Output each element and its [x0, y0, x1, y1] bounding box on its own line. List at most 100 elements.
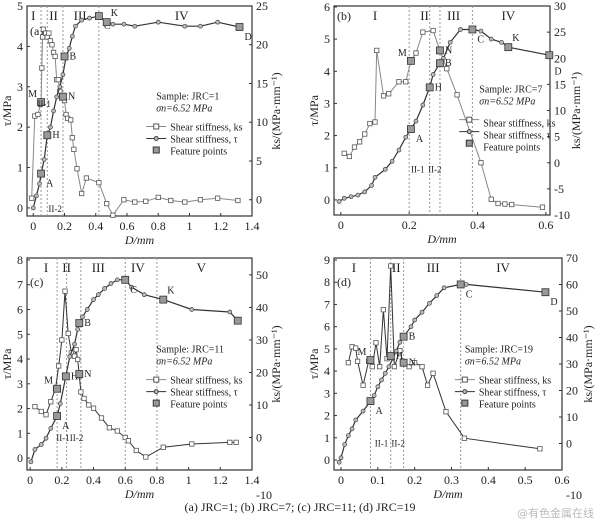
ks-point — [114, 428, 120, 434]
feature-point-label: N — [68, 92, 75, 103]
y-tick-label: 3 — [17, 377, 23, 391]
tau-point — [87, 15, 92, 21]
ks-point — [155, 194, 161, 201]
tau-point — [349, 426, 355, 432]
feature-point-label: D — [554, 66, 561, 77]
tau-point — [41, 157, 47, 162]
legend-label: Feature points — [479, 400, 536, 411]
stage-label: I — [352, 260, 356, 275]
feature-point — [75, 370, 84, 378]
stage-label: II — [49, 8, 58, 23]
ks-point — [46, 30, 52, 36]
ks-point — [132, 199, 138, 205]
tau-point — [155, 19, 161, 25]
tau-point — [360, 408, 366, 414]
ks-point — [38, 408, 44, 415]
y2-axis-label: ks/(MPa·mm⁻¹) — [581, 325, 595, 402]
tau-point — [382, 370, 388, 376]
tau-point — [30, 205, 36, 211]
tau-point — [458, 27, 463, 32]
ks-point — [78, 389, 84, 395]
y-tick-label: 7 — [324, 297, 330, 311]
watermark: @有色金属在线 — [517, 507, 594, 520]
ks-point — [391, 364, 398, 370]
ks-point — [413, 50, 419, 56]
ks-point — [62, 288, 68, 294]
y2-tick-label: 40 — [566, 331, 578, 345]
panel-b: 0 0.2 0.4 0.6 0 1 2 3 4 5 6 -10 -5 0 5 10 15 20 25 30 D/mm τ/… — [307, 0, 583, 246]
tau-point — [403, 134, 409, 140]
ks-point — [43, 412, 49, 418]
feature-point-label: D — [245, 32, 252, 43]
y-tick-label: 1 — [17, 426, 23, 440]
feature-point-label: H — [71, 371, 78, 382]
y-tick-label: 8 — [324, 275, 330, 289]
y2-tick-label: 50 — [566, 304, 578, 318]
feature-point — [406, 56, 415, 65]
legend-label: Shear stiffness, ks — [479, 376, 551, 387]
feature-point — [386, 352, 395, 360]
tau-point — [348, 194, 354, 200]
tau-point — [397, 339, 403, 345]
y2-tick-label: -10 — [256, 488, 272, 500]
legend-feature-marker — [152, 146, 160, 154]
y-tick-label: 4 — [17, 352, 23, 366]
y2-tick-label: 20 — [256, 38, 268, 52]
ks-point — [29, 195, 35, 201]
ks-point — [444, 66, 450, 72]
y2-tick-label: 0 — [566, 437, 572, 451]
ks-point — [215, 195, 221, 201]
tau-point — [95, 292, 101, 298]
feature-point-label: H — [435, 82, 442, 93]
tau-point — [80, 314, 85, 320]
feature-point — [366, 397, 375, 406]
feature-point — [235, 23, 244, 31]
y-tick-label: 2 — [324, 409, 330, 423]
ks-point — [430, 27, 436, 34]
y-tick-label: 6 — [17, 303, 23, 317]
legend-label: Shear stiffness, τ — [170, 135, 237, 146]
tau-point — [393, 348, 399, 354]
x-tick-label: 0.6 — [118, 473, 133, 487]
x-tick-label: 0.2 — [57, 219, 72, 233]
ks-point — [502, 201, 508, 207]
legend-feature-marker — [152, 399, 160, 407]
y-axis-label: τ/MPa — [0, 95, 14, 127]
x-axis-label: D/mm — [124, 487, 155, 500]
tau-point — [478, 28, 484, 34]
ks-point — [81, 395, 87, 402]
tau-point — [372, 175, 378, 180]
tau-point — [73, 23, 78, 29]
stage-label: III — [427, 260, 440, 275]
ks-point — [32, 403, 38, 410]
tau-point — [346, 433, 351, 438]
feature-point-label: D — [550, 297, 557, 308]
y2-tick-label: 25 — [554, 25, 566, 39]
tau-point — [336, 459, 342, 465]
ks-point — [362, 131, 368, 137]
x-tick-label: 0.8 — [149, 473, 164, 487]
tau-point — [132, 23, 138, 29]
y-tick-label: 2 — [324, 129, 330, 143]
feature-point-label: B — [84, 318, 91, 329]
panel-label: (c) — [30, 275, 43, 289]
stage-label: V — [197, 260, 207, 275]
ks-point — [419, 364, 425, 370]
tau-point — [121, 21, 127, 27]
y-tick-label: 5 — [17, 327, 23, 341]
y-tick-label: 6 — [324, 0, 330, 14]
feature-point — [233, 316, 242, 325]
substage-label: II-1II-2 — [56, 433, 83, 443]
tau-point — [69, 33, 75, 39]
feature-point-label: C — [130, 285, 137, 296]
ks-point — [56, 363, 62, 369]
ks-point — [69, 135, 75, 141]
y2-tick-label: 20 — [256, 365, 268, 379]
ks-point — [71, 353, 78, 359]
legend-circle-marker — [153, 389, 159, 395]
ks-point — [35, 111, 41, 118]
tau-point — [488, 36, 494, 42]
tau-point — [60, 72, 66, 78]
y-axis-label: τ/MPa — [307, 94, 321, 126]
